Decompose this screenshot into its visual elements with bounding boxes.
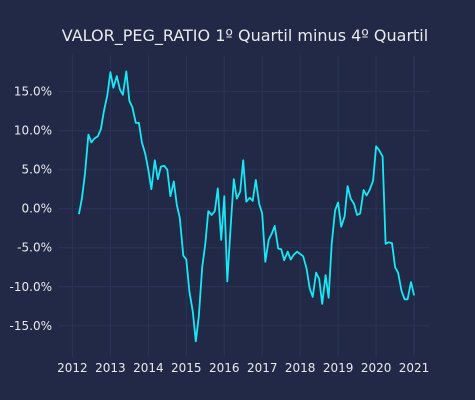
x-axis-ticks: 2012 2013 2014 2015 2016 2017 2018 2019 2020 2021 [57,361,429,375]
y-tick-label: 15.0% [14,85,52,99]
chart-title: VALOR_PEG_RATIO 1º Quartil minus 4º Quar… [62,26,428,46]
x-tick-label: 2021 [399,361,430,375]
x-tick-label: 2020 [361,361,392,375]
x-tick-label: 2018 [285,361,316,375]
x-tick-label: 2015 [171,361,202,375]
y-tick-label: 10.0% [14,124,52,138]
y-tick-label: -10.0% [10,280,52,294]
x-tick-label: 2014 [133,361,164,375]
y-tick-label: -15.0% [10,319,52,333]
y-tick-label: 0.0% [22,202,53,216]
x-tick-label: 2017 [247,361,278,375]
series-line [78,70,415,343]
grid [58,55,430,357]
x-tick-label: 2013 [95,361,126,375]
y-tick-label: -5.0% [17,241,52,255]
x-tick-label: 2019 [323,361,354,375]
y-axis-ticks: -15.0% -10.0% -5.0% 0.0% 5.0% 10.0% 15.0% [10,85,52,333]
x-tick-label: 2016 [209,361,240,375]
y-tick-label: 5.0% [22,163,53,177]
x-tick-label: 2012 [57,361,88,375]
series-layer [78,70,415,343]
